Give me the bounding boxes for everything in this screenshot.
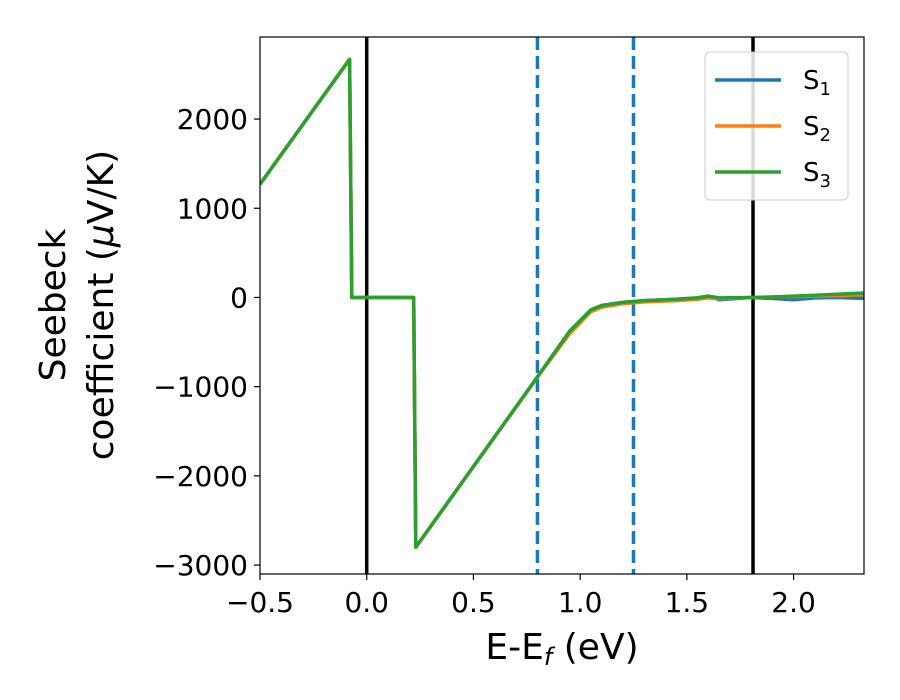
plot-frame [259,36,865,575]
legend-entry-2: S2 [715,112,831,146]
x-tick-label: −0.5 [226,586,294,619]
y-tick-label: 0 [230,281,248,314]
y-tick-label: −1000 [153,371,248,404]
x-tick-label: 0.0 [344,586,389,619]
x-tick-label: 1.5 [665,586,710,619]
legend-entry-1: S1 [715,66,831,100]
legend-label: S2 [803,112,831,146]
y-axis-label: Seebeck coefficient (μV/K) [33,150,122,460]
reference-lines [364,37,755,574]
y-axis-ticks: −3000 −2000 −1000 0 1000 2000 [153,103,260,582]
y-tick-label: −3000 [153,549,248,582]
legend-label: S3 [803,158,831,192]
series-line-3 [260,57,864,549]
y-axis-label-line1: Seebeck [33,228,74,381]
x-tick-label: 1.0 [558,586,603,619]
y-axis-label-line2: coefficient (μV/K) [81,150,122,460]
y-tick-label: 2000 [177,103,248,136]
x-tick-label: 2.0 [771,586,816,619]
legend-entry-3: S3 [715,158,831,192]
legend-label: S1 [803,66,831,100]
y-tick-label: 1000 [177,192,248,225]
legend: S1 S2 S3 [704,51,849,201]
x-axis-ticks: −0.5 0.0 0.5 1.0 1.5 2.0 [226,574,816,619]
x-tick-label: 0.5 [451,586,496,619]
y-tick-label: −2000 [153,460,248,493]
x-axis-label: E-Ef (eV) [485,627,638,671]
series-lines [260,57,864,549]
